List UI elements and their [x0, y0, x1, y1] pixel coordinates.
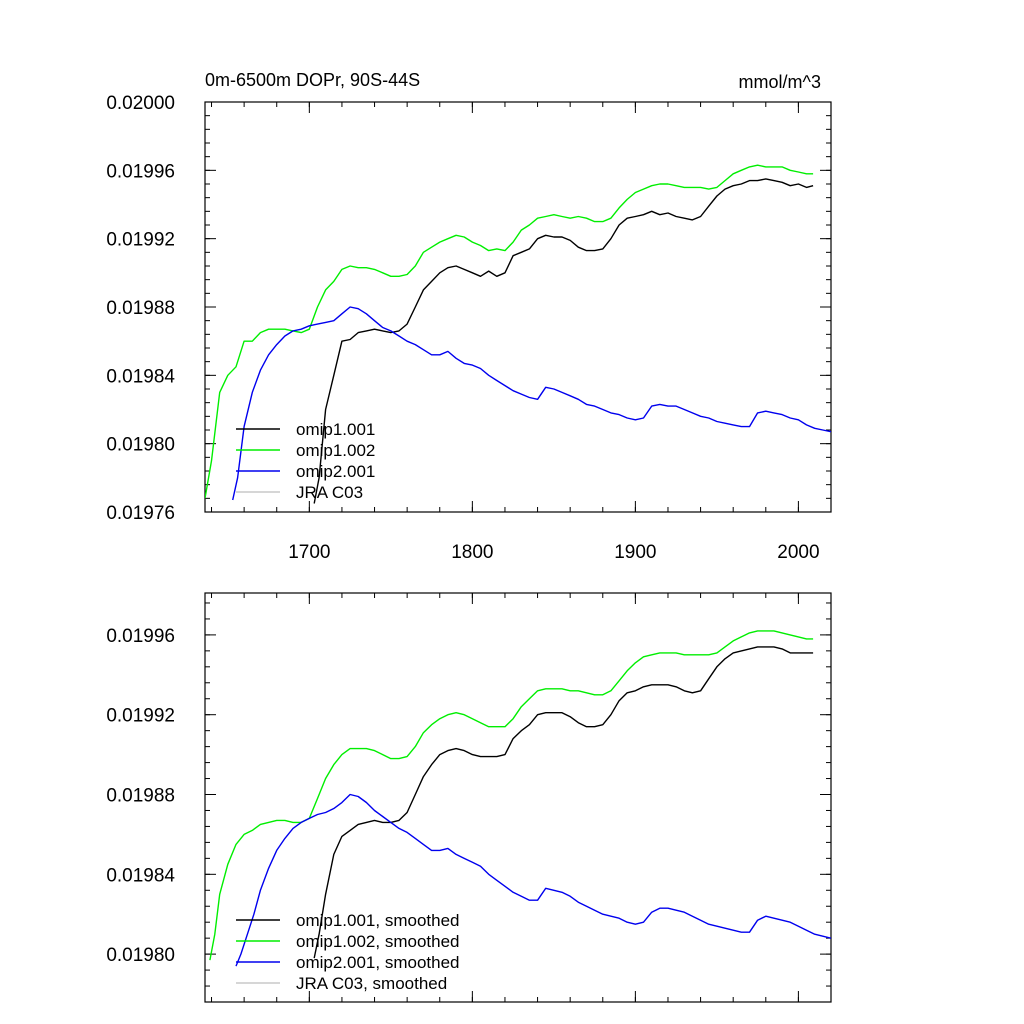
y-tick-label: 0.01988 — [106, 786, 175, 807]
y-tick-label: 0.01984 — [106, 865, 175, 886]
y-tick-label: 0.02000 — [106, 93, 175, 114]
series-line-2 — [205, 164, 814, 499]
x-tick-label: 1800 — [451, 542, 493, 563]
top-panel: 0.01976 0.01980 0.01984 0.01988 0.01992 0.019… — [106, 70, 832, 563]
series-line-1 — [313, 178, 814, 504]
chart-title: 0m-6500m DOPr, 90S-44S — [205, 70, 420, 90]
units-label: mmol/m^3 — [739, 72, 821, 92]
x-tick-label: 1700 — [288, 542, 330, 563]
series-line-3 — [232, 306, 831, 501]
y-tick-label: 0.01992 — [106, 706, 175, 727]
x-tick-label: 2000 — [777, 542, 819, 563]
series-line-1 — [313, 646, 814, 959]
legend-label: JRA C03 — [296, 483, 363, 502]
legend-label: omip1.002 — [296, 441, 375, 460]
y-tick-label: 0.01996 — [106, 626, 175, 647]
series-line-3 — [235, 793, 831, 967]
legend-label: omip1.001, smoothed — [296, 911, 460, 930]
legend-label: omip1.001 — [296, 420, 375, 439]
legend-label: JRA C03, smoothed — [296, 974, 447, 993]
y-tick-label: 0.01996 — [106, 161, 175, 182]
x-tick-label: 1900 — [614, 542, 656, 563]
y-tick-label: 0.01980 — [106, 945, 175, 966]
y-tick-label: 0.01980 — [106, 435, 175, 456]
y-tick-label: 0.01988 — [106, 298, 175, 319]
plot-frame — [204, 592, 832, 1003]
legend-label: omip1.002, smoothed — [296, 932, 460, 951]
legend-label: omip2.001, smoothed — [296, 953, 460, 972]
y-tick-label: 0.01976 — [106, 503, 175, 524]
y-tick-label: 0.01992 — [106, 230, 175, 251]
legend-label: omip2.001 — [296, 462, 375, 481]
bottom-panel: 0.01980 0.01984 0.01988 0.01992 0.01996 omip1… — [106, 592, 832, 1003]
y-tick-label: 0.01984 — [106, 366, 175, 387]
